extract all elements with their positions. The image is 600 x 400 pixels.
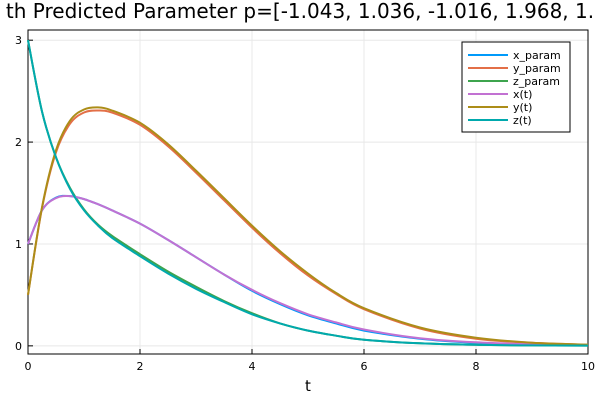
x-tick-label: 0 <box>25 360 32 373</box>
y-tick-label: 0 <box>15 340 22 353</box>
legend-label-x-param: x_param <box>513 49 561 62</box>
series-line-x-param <box>27 194 589 347</box>
legend-box <box>461 41 571 133</box>
y-tick-label: 1 <box>15 238 22 251</box>
legend-label-z-t: z(t) <box>513 114 532 127</box>
x-tick-label: 10 <box>581 360 595 373</box>
y-tick-label: 2 <box>15 136 22 149</box>
y-tick-label: 3 <box>15 34 22 47</box>
x-tick-label: 2 <box>137 360 144 373</box>
x-tick-label: 8 <box>473 360 480 373</box>
series-line-y-t <box>27 106 589 346</box>
plot-frame <box>27 29 589 355</box>
legend-label-x-t: x(t) <box>513 88 532 101</box>
series-line-z-t <box>27 40 589 347</box>
x-axis-label: t <box>305 377 311 395</box>
legend-label-y-param: y_param <box>513 62 561 75</box>
axis-ticks: 0 2 4 6 8 10 0 1 2 3 <box>15 34 595 373</box>
series-line-y-param <box>27 109 589 346</box>
legend-label-z-param: z_param <box>513 75 560 88</box>
x-tick-label: 4 <box>249 360 256 373</box>
x-tick-label: 6 <box>361 360 368 373</box>
legend-label-y-t: y(t) <box>513 101 532 114</box>
series-line-x-t <box>27 194 589 347</box>
series-lines <box>27 40 589 347</box>
chart-title: th Predicted Parameter p=[-1.043, 1.036,… <box>6 0 594 23</box>
